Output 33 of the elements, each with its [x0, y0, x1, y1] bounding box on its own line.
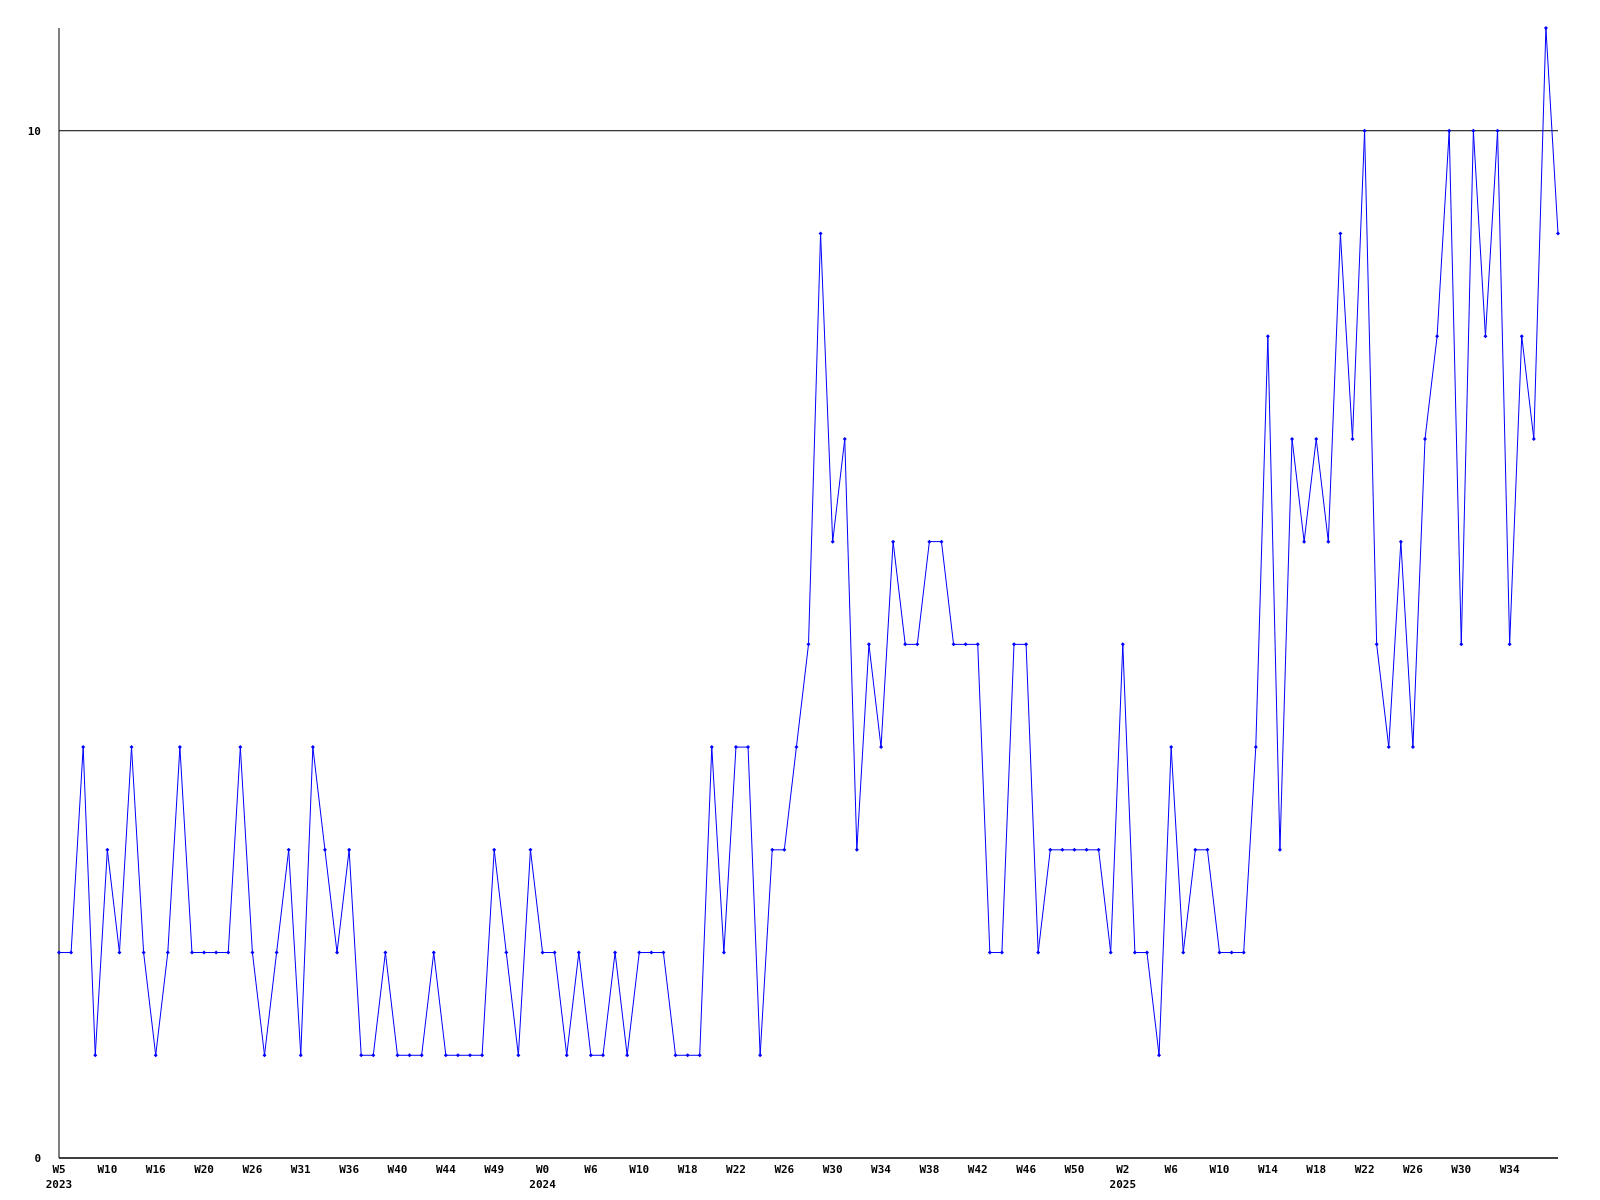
x-tick-label: W2 2025	[1109, 1163, 1137, 1191]
y-tick-label: 10	[27, 124, 41, 138]
x-tick-label: W5 2023	[45, 1163, 73, 1191]
x-tick-label: W20	[194, 1163, 214, 1176]
x-tick-label: W26	[1403, 1163, 1424, 1176]
x-tick-label: W34	[1499, 1163, 1520, 1176]
x-tick-label: W42	[967, 1163, 988, 1176]
x-tick-label: W49	[484, 1163, 505, 1176]
x-tick-label: W31	[290, 1163, 312, 1176]
x-tick-label: W38	[919, 1163, 940, 1176]
x-tick-label: W50	[1064, 1163, 1085, 1176]
x-tick-label: W26	[774, 1163, 795, 1176]
x-tick-label: W36	[339, 1163, 360, 1176]
y-tick-label: 0	[34, 1151, 41, 1165]
x-tick-label: W26	[242, 1163, 263, 1176]
x-tick-label: W34	[871, 1163, 892, 1176]
x-tick-label: W18	[1306, 1163, 1327, 1176]
x-tick-label: W22	[726, 1163, 746, 1176]
x-tick-label: W10	[629, 1163, 650, 1176]
x-tick-label: W6	[584, 1163, 598, 1176]
x-tick-label: W30	[1451, 1163, 1472, 1176]
x-tick-label: W30	[822, 1163, 843, 1176]
x-tick-label: W10	[1209, 1163, 1230, 1176]
x-tick-label: W44	[435, 1163, 457, 1176]
x-tick-label: W22	[1354, 1163, 1375, 1176]
x-tick-label: W14	[1257, 1163, 1279, 1176]
x-tick-label: W10	[97, 1163, 118, 1176]
x-tick-label: W6	[1164, 1163, 1179, 1176]
x-tick-label: W16	[145, 1163, 167, 1176]
x-tick-label: W40	[387, 1163, 408, 1176]
x-tick-label: W46	[1016, 1163, 1037, 1176]
x-tick-label: W0 2024	[529, 1163, 557, 1191]
x-tick-label: W18	[677, 1163, 698, 1176]
